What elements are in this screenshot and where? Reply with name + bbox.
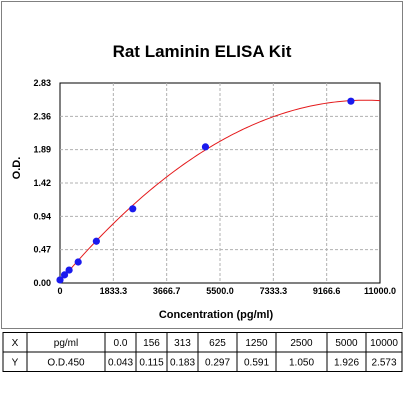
table-cell: 10000 (370, 338, 398, 349)
table-cell: 0.115 (139, 357, 164, 368)
table-cell: 0.183 (170, 357, 195, 368)
data-point (201, 143, 210, 151)
data-point (129, 205, 137, 213)
x-tick-label: 5500.0 (206, 286, 234, 296)
table-cell: 313 (174, 338, 191, 349)
data-point (60, 271, 69, 279)
table-cell: 2500 (290, 338, 313, 349)
table-cell: 625 (209, 338, 226, 349)
table-cell: 0.0 (114, 338, 128, 349)
x-tick-label: 3666.7 (153, 286, 181, 296)
table-cell: 1250 (245, 338, 268, 349)
chart-title: Rat Laminin ELISA Kit (113, 42, 292, 61)
y-tick-label: 1.42 (33, 178, 51, 188)
y-tick-label: 2.83 (33, 78, 51, 88)
x-tick-label: 7333.3 (260, 286, 288, 296)
table-cell: 2.573 (371, 357, 396, 368)
table-cell: O.D.450 (47, 357, 85, 368)
x-tick-label: 1833.3 (100, 286, 128, 296)
data-point (65, 266, 73, 274)
data-point (92, 237, 100, 245)
x-tick-label: 9166.6 (313, 286, 341, 296)
table-cell: 1.926 (334, 357, 359, 368)
table-cell: 0.297 (205, 357, 230, 368)
table-cell: 0.043 (108, 357, 133, 368)
data-point (347, 97, 355, 105)
table-cell: 1.050 (289, 357, 314, 368)
x-tick-label: 11000.0 (364, 286, 396, 296)
y-axis-title: O.D. (11, 157, 23, 180)
x-axis-title: Concentration (pg/ml) (159, 309, 274, 321)
x-tick-label: 0 (57, 286, 62, 296)
table-cell: X (12, 338, 19, 349)
y-tick-label: 0.94 (33, 211, 51, 221)
y-tick-label: 0.00 (33, 278, 51, 288)
table-cell: 5000 (335, 338, 358, 349)
plot-area: 0 1833.3 3666.7 5500.0 7333.3 9166.6 11000.0 0.… (33, 78, 396, 296)
table-cell: Y (12, 357, 19, 368)
y-tick-label: 0.47 (33, 245, 51, 255)
y-tick-label: 2.36 (33, 111, 51, 121)
data-point (74, 258, 82, 266)
table-cell: pg/ml (54, 338, 78, 349)
table-cell: 0.591 (244, 357, 269, 368)
table-cell: 156 (143, 338, 160, 349)
fit-curve (59, 99, 381, 282)
data-point (56, 276, 64, 284)
y-tick-label: 1.89 (33, 145, 51, 155)
